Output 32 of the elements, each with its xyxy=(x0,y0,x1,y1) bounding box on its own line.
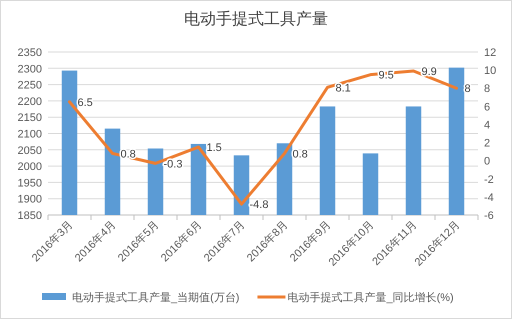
y2-tick-label: -4 xyxy=(484,192,494,204)
data-label: 6.5 xyxy=(78,96,93,109)
y2-tick-label: 8 xyxy=(484,83,490,96)
y2-tick-label: 12 xyxy=(484,47,496,59)
data-label: 0.8 xyxy=(292,148,308,160)
y-tick-label: 1850 xyxy=(18,210,42,222)
y-tick-label: 2250 xyxy=(18,80,42,92)
data-label: -0.3 xyxy=(164,158,182,170)
y2-tick-label: 6 xyxy=(484,101,490,114)
y2-tick-label: 10 xyxy=(484,65,496,78)
y2-tick-label: 0 xyxy=(484,156,490,168)
y-tick-label: 2150 xyxy=(18,112,42,124)
y-tick-label: 2050 xyxy=(18,144,42,157)
y2-tick-label: -2 xyxy=(484,174,494,186)
y2-tick-label: 4 xyxy=(484,119,490,132)
chart-title: 电动手提式工具产量 xyxy=(184,10,328,28)
data-label: 8 xyxy=(464,83,471,96)
y-tick-label: 2300 xyxy=(18,63,42,76)
y-tick-label: 2100 xyxy=(18,128,42,140)
data-label: 1.5 xyxy=(206,142,222,154)
y-tick-label: 2200 xyxy=(18,96,42,108)
y2-tick-label: 2 xyxy=(484,138,490,150)
data-label: -4.8 xyxy=(250,199,268,212)
y-tick-label: 2000 xyxy=(18,161,42,174)
legend-label: 电动手提式工具产量_当期值(万台) xyxy=(72,291,240,304)
data-label: 9.9 xyxy=(422,66,437,78)
legend-label: 电动手提式工具产量_同比增长(%) xyxy=(287,291,454,304)
y-tick-label: 1900 xyxy=(18,194,42,206)
y-tick-label: 2350 xyxy=(18,47,42,59)
y-tick-label: 1950 xyxy=(18,177,42,190)
y2-tick-label: -6 xyxy=(484,210,494,222)
data-label: 8.1 xyxy=(336,82,351,94)
